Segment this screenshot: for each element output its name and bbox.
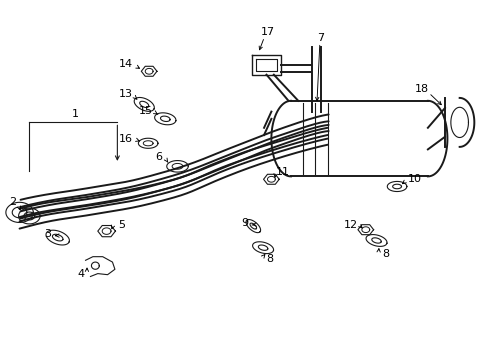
- Text: 3: 3: [44, 229, 51, 239]
- Text: 4: 4: [77, 269, 84, 279]
- Text: 6: 6: [155, 152, 162, 162]
- Text: 5: 5: [118, 220, 124, 230]
- Text: 17: 17: [261, 27, 274, 37]
- Text: 13: 13: [119, 89, 133, 99]
- Text: 12: 12: [344, 220, 357, 230]
- Text: 16: 16: [119, 134, 133, 144]
- Text: 9: 9: [241, 218, 247, 228]
- Text: 11: 11: [275, 167, 289, 177]
- Text: 14: 14: [119, 59, 133, 69]
- Text: 15: 15: [139, 106, 152, 116]
- Text: 7: 7: [316, 33, 323, 43]
- Text: 8: 8: [381, 249, 388, 259]
- Text: 18: 18: [414, 84, 427, 94]
- Text: 2: 2: [9, 197, 16, 207]
- Text: 10: 10: [407, 174, 421, 184]
- Text: 8: 8: [266, 254, 273, 264]
- Text: 1: 1: [72, 109, 79, 120]
